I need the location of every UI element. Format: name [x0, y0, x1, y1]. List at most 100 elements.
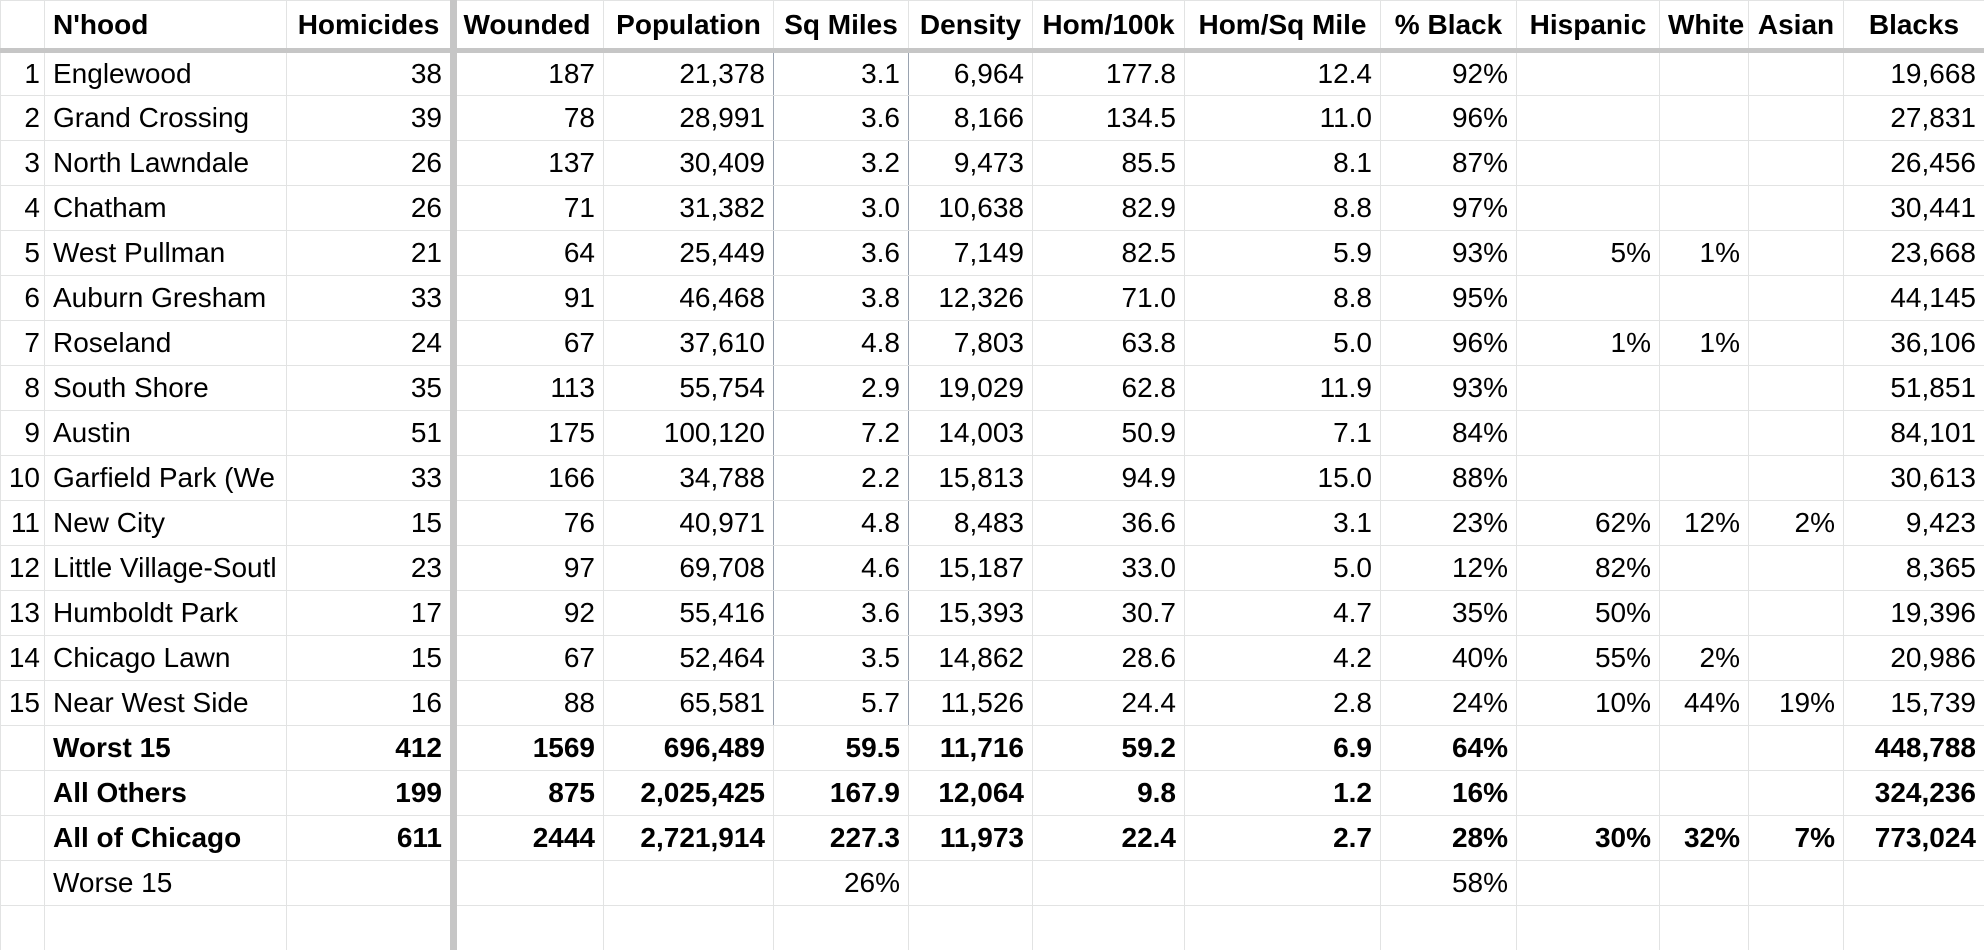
cell-density[interactable]: 12,326: [908, 275, 1033, 321]
empty-cell[interactable]: [603, 905, 774, 950]
cell-wounded[interactable]: 166: [450, 455, 604, 501]
cell-hispanic[interactable]: [1516, 275, 1660, 321]
cell-white[interactable]: [1659, 770, 1749, 816]
empty-cell[interactable]: [1843, 905, 1984, 950]
cell-density[interactable]: [908, 860, 1033, 906]
cell-wounded[interactable]: 78: [450, 95, 604, 141]
cell-hom-per-100k[interactable]: 63.8: [1032, 320, 1185, 366]
header-neighborhood[interactable]: N'hood: [44, 0, 287, 53]
cell-asian[interactable]: [1748, 320, 1844, 366]
cell-blacks[interactable]: 23,668: [1843, 230, 1984, 276]
cell-asian[interactable]: [1748, 770, 1844, 816]
cell-asian[interactable]: [1748, 140, 1844, 186]
cell-population[interactable]: 55,416: [603, 590, 774, 636]
cell-density[interactable]: 11,526: [908, 680, 1033, 726]
cell-pct-black[interactable]: 58%: [1380, 860, 1517, 906]
cell-neighborhood[interactable]: All Others: [44, 770, 287, 816]
cell-blacks[interactable]: 324,236: [1843, 770, 1984, 816]
cell-rownum[interactable]: 8: [0, 365, 45, 411]
cell-pct-black[interactable]: 23%: [1380, 500, 1517, 546]
cell-density[interactable]: 11,973: [908, 815, 1033, 861]
cell-population[interactable]: 40,971: [603, 500, 774, 546]
cell-population[interactable]: 28,991: [603, 95, 774, 141]
cell-hispanic[interactable]: 62%: [1516, 500, 1660, 546]
cell-hispanic[interactable]: 10%: [1516, 680, 1660, 726]
cell-homicides[interactable]: 15: [286, 500, 451, 546]
cell-asian[interactable]: [1748, 230, 1844, 276]
cell-population[interactable]: 46,468: [603, 275, 774, 321]
cell-homicides[interactable]: 51: [286, 410, 451, 456]
cell-hom-per-100k[interactable]: 36.6: [1032, 500, 1185, 546]
cell-white[interactable]: [1659, 455, 1749, 501]
cell-white[interactable]: 2%: [1659, 635, 1749, 681]
cell-density[interactable]: 12,064: [908, 770, 1033, 816]
cell-population[interactable]: 696,489: [603, 725, 774, 771]
cell-homicides[interactable]: 33: [286, 455, 451, 501]
cell-hom-per-sq-mile[interactable]: 4.7: [1184, 590, 1381, 636]
header-density[interactable]: Density: [908, 0, 1033, 53]
cell-hom-per-100k[interactable]: 82.9: [1032, 185, 1185, 231]
cell-sq-miles[interactable]: 227.3: [773, 815, 909, 861]
cell-white[interactable]: [1659, 185, 1749, 231]
cell-neighborhood[interactable]: Chicago Lawn: [44, 635, 287, 681]
cell-hom-per-100k[interactable]: 24.4: [1032, 680, 1185, 726]
empty-cell[interactable]: [1032, 905, 1185, 950]
cell-blacks[interactable]: 51,851: [1843, 365, 1984, 411]
cell-hom-per-100k[interactable]: 28.6: [1032, 635, 1185, 681]
cell-blacks[interactable]: 19,396: [1843, 590, 1984, 636]
cell-pct-black[interactable]: 93%: [1380, 365, 1517, 411]
cell-blacks[interactable]: 30,441: [1843, 185, 1984, 231]
cell-population[interactable]: 100,120: [603, 410, 774, 456]
cell-sq-miles[interactable]: 167.9: [773, 770, 909, 816]
cell-wounded[interactable]: 92: [450, 590, 604, 636]
cell-density[interactable]: 6,964: [908, 50, 1033, 96]
cell-homicides[interactable]: 16: [286, 680, 451, 726]
cell-homicides[interactable]: 17: [286, 590, 451, 636]
cell-population[interactable]: 55,754: [603, 365, 774, 411]
cell-hispanic[interactable]: [1516, 185, 1660, 231]
empty-cell[interactable]: [286, 905, 451, 950]
cell-pct-black[interactable]: 28%: [1380, 815, 1517, 861]
cell-neighborhood[interactable]: Grand Crossing: [44, 95, 287, 141]
cell-wounded[interactable]: 76: [450, 500, 604, 546]
cell-neighborhood[interactable]: Garfield Park (We: [44, 455, 287, 501]
cell-hom-per-100k[interactable]: 85.5: [1032, 140, 1185, 186]
cell-asian[interactable]: [1748, 50, 1844, 96]
cell-homicides[interactable]: 39: [286, 95, 451, 141]
cell-hom-per-100k[interactable]: 177.8: [1032, 50, 1185, 96]
cell-sq-miles[interactable]: 26%: [773, 860, 909, 906]
cell-density[interactable]: 15,393: [908, 590, 1033, 636]
cell-rownum[interactable]: [0, 725, 45, 771]
cell-rownum[interactable]: 10: [0, 455, 45, 501]
cell-asian[interactable]: [1748, 275, 1844, 321]
cell-white[interactable]: 1%: [1659, 320, 1749, 366]
cell-blacks[interactable]: 30,613: [1843, 455, 1984, 501]
cell-population[interactable]: 65,581: [603, 680, 774, 726]
frozen-column-divider[interactable]: [450, 0, 457, 950]
cell-hom-per-100k[interactable]: 59.2: [1032, 725, 1185, 771]
cell-pct-black[interactable]: 12%: [1380, 545, 1517, 591]
cell-asian[interactable]: [1748, 635, 1844, 681]
cell-pct-black[interactable]: 95%: [1380, 275, 1517, 321]
cell-homicides[interactable]: 611: [286, 815, 451, 861]
cell-neighborhood[interactable]: West Pullman: [44, 230, 287, 276]
cell-hom-per-sq-mile[interactable]: 3.1: [1184, 500, 1381, 546]
cell-neighborhood[interactable]: South Shore: [44, 365, 287, 411]
cell-hom-per-sq-mile[interactable]: 11.0: [1184, 95, 1381, 141]
cell-blacks[interactable]: 9,423: [1843, 500, 1984, 546]
empty-cell[interactable]: [1659, 905, 1749, 950]
cell-density[interactable]: 10,638: [908, 185, 1033, 231]
cell-asian[interactable]: [1748, 545, 1844, 591]
cell-hispanic[interactable]: 50%: [1516, 590, 1660, 636]
cell-neighborhood[interactable]: Auburn Gresham: [44, 275, 287, 321]
cell-rownum[interactable]: 14: [0, 635, 45, 681]
cell-hom-per-sq-mile[interactable]: 6.9: [1184, 725, 1381, 771]
cell-population[interactable]: 37,610: [603, 320, 774, 366]
header-population[interactable]: Population: [603, 0, 774, 53]
cell-white[interactable]: [1659, 140, 1749, 186]
empty-cell[interactable]: [44, 905, 287, 950]
cell-asian[interactable]: [1748, 95, 1844, 141]
cell-hom-per-sq-mile[interactable]: 8.8: [1184, 185, 1381, 231]
cell-density[interactable]: 11,716: [908, 725, 1033, 771]
cell-wounded[interactable]: 875: [450, 770, 604, 816]
